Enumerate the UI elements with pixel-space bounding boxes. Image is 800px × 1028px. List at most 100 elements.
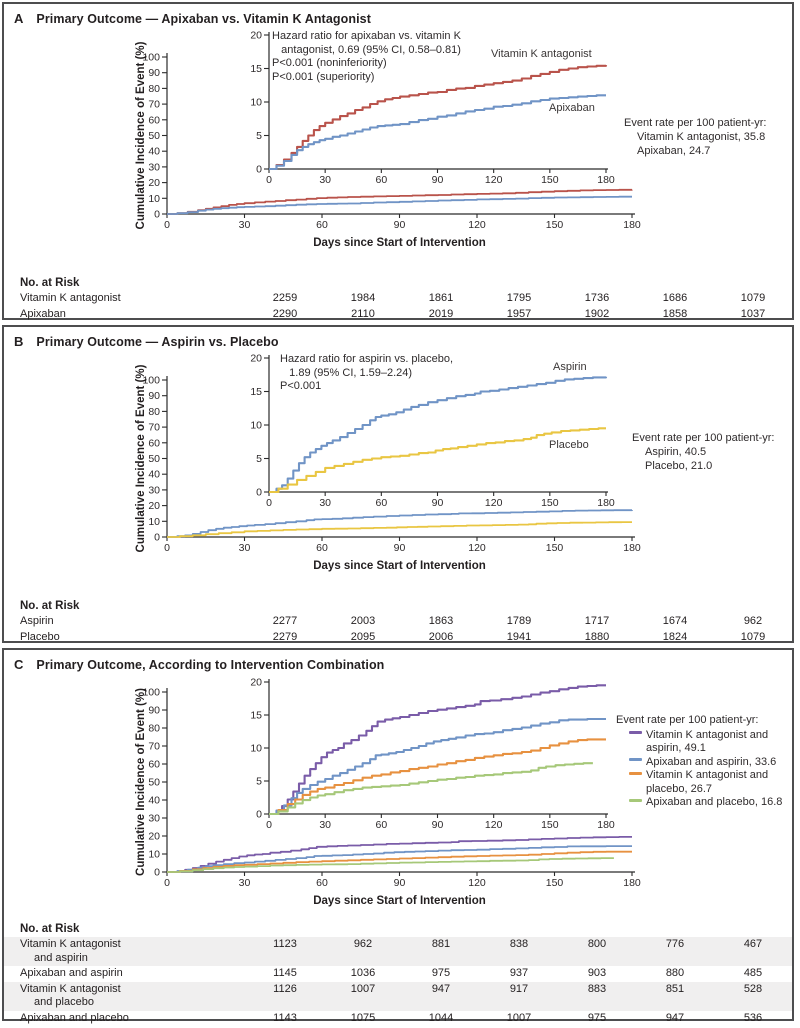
inset-x-tick-label: 0 xyxy=(266,819,272,831)
risk-row-label: Placebo xyxy=(20,630,60,643)
inset-curve-vitamin-k-antagonist xyxy=(269,64,608,171)
risk-row-value: 1902 xyxy=(584,307,610,320)
risk-row-value: 1044 xyxy=(428,1011,454,1024)
legend-line-swatch-icon xyxy=(629,798,642,802)
legend-item: Vitamin K antagonist and aspirin, 49.1 xyxy=(616,729,800,756)
curve-label-vitamin-k-antagonist: Vitamin K antagonist xyxy=(491,48,592,60)
x-tick-label: 90 xyxy=(394,219,406,231)
inset-x-tick-label: 180 xyxy=(597,497,615,509)
inset-x-tick-label: 150 xyxy=(541,174,559,186)
inset-y-tick-label: 20 xyxy=(250,677,262,689)
risk-row-value: 1824 xyxy=(662,630,688,643)
risk-row-value: 467 xyxy=(743,938,763,950)
inset-y-tick-label: 20 xyxy=(250,30,262,42)
risk-row-value: 937 xyxy=(509,967,529,979)
risk-row-value: 1736 xyxy=(584,292,610,304)
main-curve-apixaban xyxy=(167,195,632,215)
risk-row-value: 962 xyxy=(743,615,763,627)
inset-x-tick-label: 120 xyxy=(485,497,503,509)
y-tick-label: 40 xyxy=(148,146,160,158)
x-tick-label: 30 xyxy=(239,542,251,554)
risk-row-value: 1686 xyxy=(662,292,688,304)
y-tick-label: 70 xyxy=(148,99,160,111)
y-tick-label: 70 xyxy=(148,741,160,753)
x-tick-label: 180 xyxy=(623,877,641,889)
x-tick-label: 60 xyxy=(316,542,328,554)
panel-b-event-rate: Event rate per 100 patient-yr: Aspirin, … xyxy=(632,431,798,473)
risk-row-value: 2290 xyxy=(272,307,298,320)
y-tick-label: 40 xyxy=(148,795,160,807)
y-tick-label: 90 xyxy=(148,705,160,717)
risk-table-row: Aspirin 2277 2003 1863 1789 1717 1674 962 xyxy=(4,614,792,630)
risk-row-label: Vitamin K antagonist and placebo xyxy=(20,982,121,1009)
x-tick-label: 90 xyxy=(394,542,406,554)
risk-row-value: 1795 xyxy=(506,292,532,304)
x-tick-label: 90 xyxy=(394,877,406,889)
risk-row-value: 883 xyxy=(587,982,607,995)
risk-row-label: Apixaban and aspirin xyxy=(20,967,123,979)
y-tick-label: 100 xyxy=(142,375,160,387)
main-curve-apixaban-and-aspirin xyxy=(167,845,632,873)
main-curve-vitamin-k-antagonist-and-aspirin xyxy=(167,836,632,873)
inset-x-tick-label: 90 xyxy=(432,174,444,186)
y-tick-label: 90 xyxy=(148,67,160,79)
y-tick-label: 0 xyxy=(154,209,160,221)
panel-c-risk-table: No. at Risk Vitamin K antagonist and asp… xyxy=(4,920,792,1026)
panel-b-letter: B xyxy=(14,334,24,349)
risk-row-value: 881 xyxy=(431,938,451,950)
panel-c-legend: Event rate per 100 patient-yr: Vitamin K… xyxy=(616,714,800,810)
legend-item-label: Apixaban and aspirin, 33.6 xyxy=(646,755,777,768)
panel-b-title-text: Primary Outcome — Aspirin vs. Placebo xyxy=(36,335,279,349)
panel-a-plot: 0 30 60 90 120 150 1800102030405060708090100Cu… xyxy=(135,30,641,250)
risk-table-row: Placebo 2279 2095 2006 1941 1880 1824 1079 xyxy=(4,630,792,646)
legend-title: Event rate per 100 patient-yr: xyxy=(616,714,759,726)
y-tick-label: 100 xyxy=(142,52,160,64)
risk-row-value: 1037 xyxy=(740,307,766,320)
risk-row-value: 1957 xyxy=(506,307,532,320)
legend-item: Apixaban and aspirin, 33.6 xyxy=(616,756,800,770)
risk-row-value: 1145 xyxy=(273,967,297,979)
inset-x-tick-label: 30 xyxy=(319,819,331,831)
y-tick-label: 20 xyxy=(148,177,160,189)
risk-row-value: 2277 xyxy=(272,615,298,627)
inset-y-tick-label: 10 xyxy=(250,420,262,432)
risk-row-value: 2259 xyxy=(272,292,298,304)
panel-b-chart: 0 30 60 90 120 150 180 0 10 20 30 40 50 60 70 80 90 100 Cu… xyxy=(4,349,800,597)
legend-line-swatch-icon xyxy=(629,771,642,775)
x-tick-label: 150 xyxy=(546,877,564,889)
panel-b-risk-rows: Aspirin 2277 2003 1863 1789 1717 1674 962 Placeb… xyxy=(4,614,792,645)
inset-x-tick-label: 150 xyxy=(541,819,559,831)
risk-row-value: 536 xyxy=(743,1011,763,1024)
legend-item: Apixaban and placebo, 16.8 xyxy=(616,796,800,810)
inset-y-tick-label: 10 xyxy=(250,97,262,109)
x-tick-label: 0 xyxy=(164,219,170,231)
risk-row-value: 917 xyxy=(509,982,529,995)
risk-table-row: Vitamin K antagonist 2259 1984 1861 1795 1736… xyxy=(4,291,792,307)
inset-y-tick-label: 10 xyxy=(250,743,262,755)
y-tick-label: 60 xyxy=(148,437,160,449)
y-tick-label: 100 xyxy=(142,687,160,699)
event-rate-title: Event rate per 100 patient-yr: xyxy=(624,117,767,129)
risk-row-value: 2095 xyxy=(350,630,376,643)
x-tick-label: 30 xyxy=(239,877,251,889)
y-tick-label: 10 xyxy=(148,516,160,528)
x-tick-label: 120 xyxy=(468,877,486,889)
inset-x-tick-label: 90 xyxy=(432,497,444,509)
inset-y-tick-label: 0 xyxy=(256,487,262,499)
panel-c-chart: 0 30 60 90 120 150 180 0 10 20 30 40 50 60 70 80 90 100 Cu… xyxy=(4,672,800,920)
inset-x-tick-label: 0 xyxy=(266,497,272,509)
risk-row-value: 1880 xyxy=(584,630,610,643)
risk-row-value: 2003 xyxy=(350,615,376,627)
risk-row-label: Apixaban and placebo xyxy=(20,1011,129,1024)
risk-table-row: Vitamin K antagonist and aspirin 1123 962 8… xyxy=(4,937,792,966)
risk-table-row: Vitamin K antagonist and placebo 1126 1007… xyxy=(4,981,792,1011)
y-axis-title: Cumulative Incidence of Event (%) xyxy=(135,41,147,229)
y-tick-label: 20 xyxy=(148,831,160,843)
x-axis-title: Days since Start of Intervention xyxy=(313,237,486,249)
legend-line-swatch-icon xyxy=(629,731,642,735)
risk-row-value: 1674 xyxy=(662,615,688,627)
risk-row-value: 1079 xyxy=(740,630,766,643)
panel-a-risk-rows: Vitamin K antagonist 2259 1984 1861 1795 1736… xyxy=(4,291,792,322)
risk-row-value: 1863 xyxy=(428,615,454,627)
inset-y-tick-label: 0 xyxy=(256,164,262,176)
